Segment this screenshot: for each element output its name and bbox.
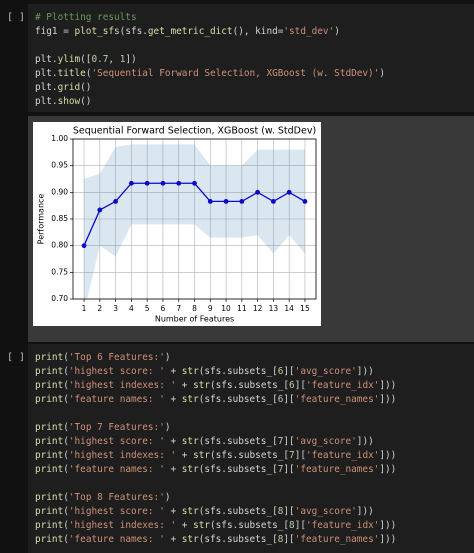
x-tick-label: 2 — [97, 304, 102, 313]
data-point — [270, 199, 276, 204]
x-tick-label: 4 — [129, 304, 134, 313]
code-line: print('feature names: ' + str(sfs.subset… — [35, 394, 397, 405]
code-line: fig1 = plot_sfs(sfs.get_metric_dict(), k… — [35, 26, 340, 37]
data-point — [207, 199, 213, 204]
y-tick-label: 0.80 — [51, 241, 68, 250]
data-point — [255, 189, 261, 195]
x-tick-label: 13 — [269, 304, 279, 313]
data-point — [239, 199, 245, 204]
code-line: print('highest score: ' + str(sfs.subset… — [35, 506, 374, 517]
y-tick-label: 0.90 — [51, 187, 68, 196]
y-tick-label: 0.75 — [51, 267, 68, 276]
code-cell[interactable]: [ ] print('Top 6 Features:') print('highes… — [7, 344, 474, 553]
data-point — [302, 199, 308, 204]
x-tick-label: 9 — [208, 304, 213, 313]
x-tick-label: 10 — [221, 304, 231, 313]
code-line: print('feature names: ' + str(sfs.subset… — [35, 534, 397, 545]
x-tick-label: 3 — [113, 304, 118, 313]
cell-prompt: [ ] — [7, 352, 26, 363]
code-line: print('highest score: ' + str(sfs.subset… — [35, 366, 374, 377]
x-tick-label: 1 — [82, 304, 87, 313]
data-point — [128, 180, 134, 186]
x-tick-label: 7 — [176, 304, 181, 313]
y-tick-label: 0.95 — [51, 161, 68, 170]
data-point — [97, 207, 103, 213]
chart: Sequential Forward Selection, XGBoost (w… — [33, 122, 321, 326]
data-point — [223, 199, 229, 204]
data-point — [192, 180, 197, 186]
x-tick-label: 5 — [145, 304, 150, 313]
data-point — [176, 180, 182, 186]
data-point — [113, 199, 119, 204]
code-line: print('highest score: ' + str(sfs.subset… — [35, 436, 374, 447]
code-line: plt.show() — [35, 96, 92, 107]
code-line: plt.title('Sequential Forward Selection,… — [35, 68, 385, 79]
chart-title: Sequential Forward Selection, XGBoost (w… — [73, 126, 316, 137]
code-line: print('feature names: ' + str(sfs.subset… — [35, 464, 397, 475]
x-tick-label: 15 — [300, 304, 310, 313]
code-line: # Plotting results — [35, 12, 137, 23]
y-tick-label: 0.85 — [51, 214, 68, 223]
code-line: plt.ylim([0.7, 1]) — [35, 54, 137, 65]
code-line: plt.grid() — [35, 82, 92, 93]
y-tick-label: 1.00 — [51, 134, 68, 143]
code-line: print('highest indexes: ' + str(sfs.subs… — [35, 520, 397, 531]
y-tick-label: 0.70 — [51, 294, 68, 303]
x-tick-label: 8 — [192, 304, 197, 313]
y-axis-label: Performance — [37, 194, 46, 245]
data-point — [286, 189, 292, 195]
data-point — [144, 180, 150, 186]
x-tick-label: 6 — [161, 304, 166, 313]
data-point — [81, 243, 87, 249]
x-axis-label: Number of Features — [155, 315, 234, 324]
data-point — [160, 180, 166, 186]
code-line: print('Top 6 Features:') — [35, 352, 171, 363]
code-line: print('highest indexes: ' + str(sfs.subs… — [35, 380, 397, 391]
code-line: print('Top 8 Features:') — [35, 492, 171, 503]
code-cell[interactable]: [ ] # Plotting results fig1 = plot_sfs(sfs… — [7, 4, 474, 112]
code-line: print('highest indexes: ' + str(sfs.subs… — [35, 450, 397, 461]
x-tick-label: 11 — [237, 304, 247, 313]
x-tick-label: 14 — [284, 304, 294, 313]
x-tick-label: 12 — [253, 304, 263, 313]
cell-prompt: [ ] — [7, 12, 26, 23]
plot-frame — [72, 138, 317, 300]
code-line: print('Top 7 Features:') — [35, 422, 171, 433]
